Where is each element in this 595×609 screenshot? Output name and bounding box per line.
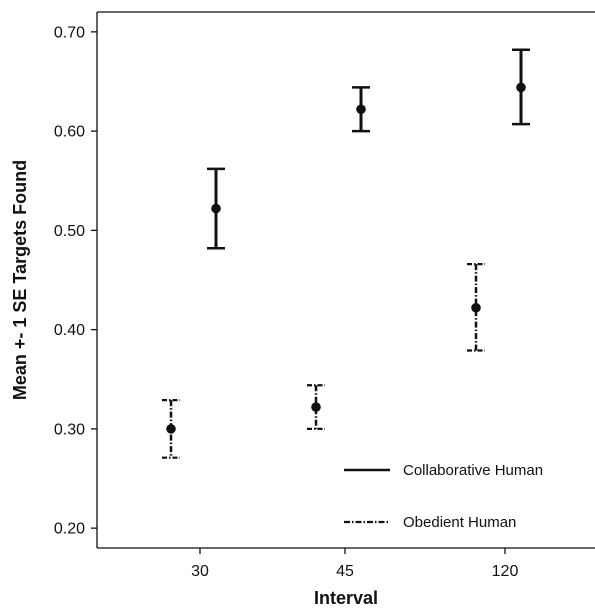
x-tick-label: 120 — [492, 563, 519, 580]
mean-point — [166, 424, 176, 434]
plot-frame — [96, 11, 595, 549]
mean-point — [356, 104, 366, 115]
legend-collaborative-label: Collaborative Human — [403, 462, 543, 479]
mean-point — [471, 302, 481, 313]
y-tick-label: 0.40 — [54, 322, 85, 339]
legend: Collaborative Human Obedient Human — [344, 462, 543, 531]
x-axis-ticks: 30 45 120 — [191, 548, 518, 580]
x-tick-label: 30 — [191, 563, 209, 580]
series-layer — [162, 48, 530, 459]
series-collaborative-human — [207, 48, 530, 250]
x-tick-label: 45 — [336, 563, 354, 580]
legend-obedient-label: Obedient Human — [403, 514, 516, 531]
y-tick-label: 0.20 — [54, 521, 85, 538]
y-tick-label: 0.70 — [54, 24, 85, 41]
mean-point — [516, 82, 526, 93]
mean-point — [211, 203, 221, 214]
y-tick-label: 0.30 — [54, 421, 85, 438]
y-axis-title: Mean +- 1 SE Targets Found — [10, 160, 30, 400]
y-tick-label: 0.50 — [54, 223, 85, 240]
series-obedient-human — [162, 263, 485, 459]
x-axis-title: Interval — [314, 588, 378, 608]
y-tick-label: 0.60 — [54, 124, 85, 141]
y-axis-ticks: 0.20 0.30 0.40 0.50 0.60 0.70 — [54, 24, 97, 538]
mean-point — [311, 402, 321, 412]
